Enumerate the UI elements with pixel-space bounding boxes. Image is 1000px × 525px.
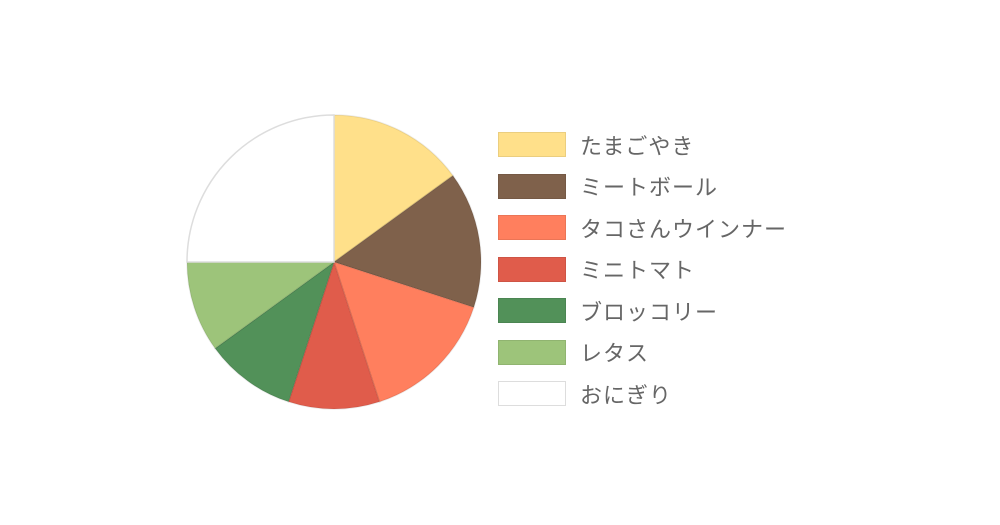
legend-swatch	[498, 298, 566, 324]
legend-label: タコさんウインナー	[580, 217, 788, 243]
legend-label: レタス	[580, 342, 650, 368]
legend-swatch	[498, 339, 566, 365]
pie-slice-3	[287, 259, 381, 410]
legend-item: レタス	[498, 332, 787, 374]
legend-swatch	[498, 132, 566, 158]
legend-label: おにぎり	[580, 383, 673, 409]
legend-item: おにぎり	[498, 373, 787, 415]
legend-swatch	[498, 215, 566, 241]
legend-swatch	[498, 173, 566, 199]
pie-slice-2	[332, 260, 475, 403]
legend-item: ミニトマト	[498, 249, 787, 291]
legend: たまごやきミートボールタコさんウインナー ミニトマトブロッコリー レタスおにぎり	[498, 124, 787, 415]
pie-slice-5	[186, 261, 337, 350]
legend-item: タコさんウインナー	[498, 207, 787, 249]
legend-item: ブロッコリー	[498, 290, 787, 332]
legend-label: ミニトマト	[580, 259, 696, 285]
legend-label: ブロッコリー	[580, 300, 719, 326]
legend-item: ミートボール	[498, 166, 787, 208]
legend-swatch	[498, 256, 566, 282]
pie-slice-4	[214, 260, 336, 403]
legend-swatch	[498, 381, 566, 407]
legend-item: たまごやき	[498, 124, 787, 166]
pie-slice-6	[186, 114, 335, 263]
legend-label: たまごやき	[580, 134, 695, 160]
pie-slice-0	[333, 114, 454, 264]
pie-slice-1	[332, 174, 482, 309]
legend-label: ミートボール	[580, 176, 719, 202]
